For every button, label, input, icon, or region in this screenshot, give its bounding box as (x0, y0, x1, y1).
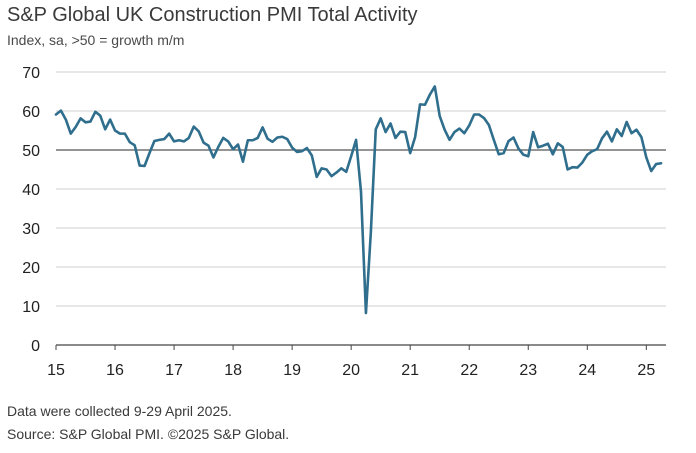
x-tick-label: 24 (578, 362, 596, 379)
y-tick-label: 10 (22, 299, 40, 316)
y-tick-label: 40 (22, 182, 40, 199)
x-tick-label: 23 (519, 362, 537, 379)
y-tick-label: 50 (22, 143, 40, 160)
y-tick-label: 70 (22, 65, 40, 82)
x-tick-label: 18 (224, 362, 242, 379)
x-tick-label: 17 (165, 362, 183, 379)
source-note: Source: S&P Global PMI. ©2025 S&P Global… (7, 426, 290, 442)
chart-title: S&P Global UK Construction PMI Total Act… (7, 4, 418, 26)
chart-subtitle: Index, sa, >50 = growth m/m (7, 32, 185, 48)
y-tick-label: 0 (31, 338, 40, 355)
x-tick-label: 16 (106, 362, 124, 379)
y-tick-label: 20 (22, 260, 40, 277)
x-tick-label: 22 (460, 362, 478, 379)
x-tick-label: 19 (283, 362, 301, 379)
x-tick-label: 15 (47, 362, 65, 379)
x-tick-label: 25 (637, 362, 655, 379)
y-tick-label: 30 (22, 221, 40, 238)
y-tick-label: 60 (22, 104, 40, 121)
x-tick-label: 20 (342, 362, 360, 379)
pmi-line-chart: 0 10 20 30 40 50 60 70 15 16 17 18 19 20 21 22 23 24 25 (22, 65, 666, 379)
x-tick-label: 21 (401, 362, 419, 379)
data-collection-note: Data were collected 9-29 April 2025. (7, 403, 232, 419)
series-line-0 (54, 85, 663, 315)
